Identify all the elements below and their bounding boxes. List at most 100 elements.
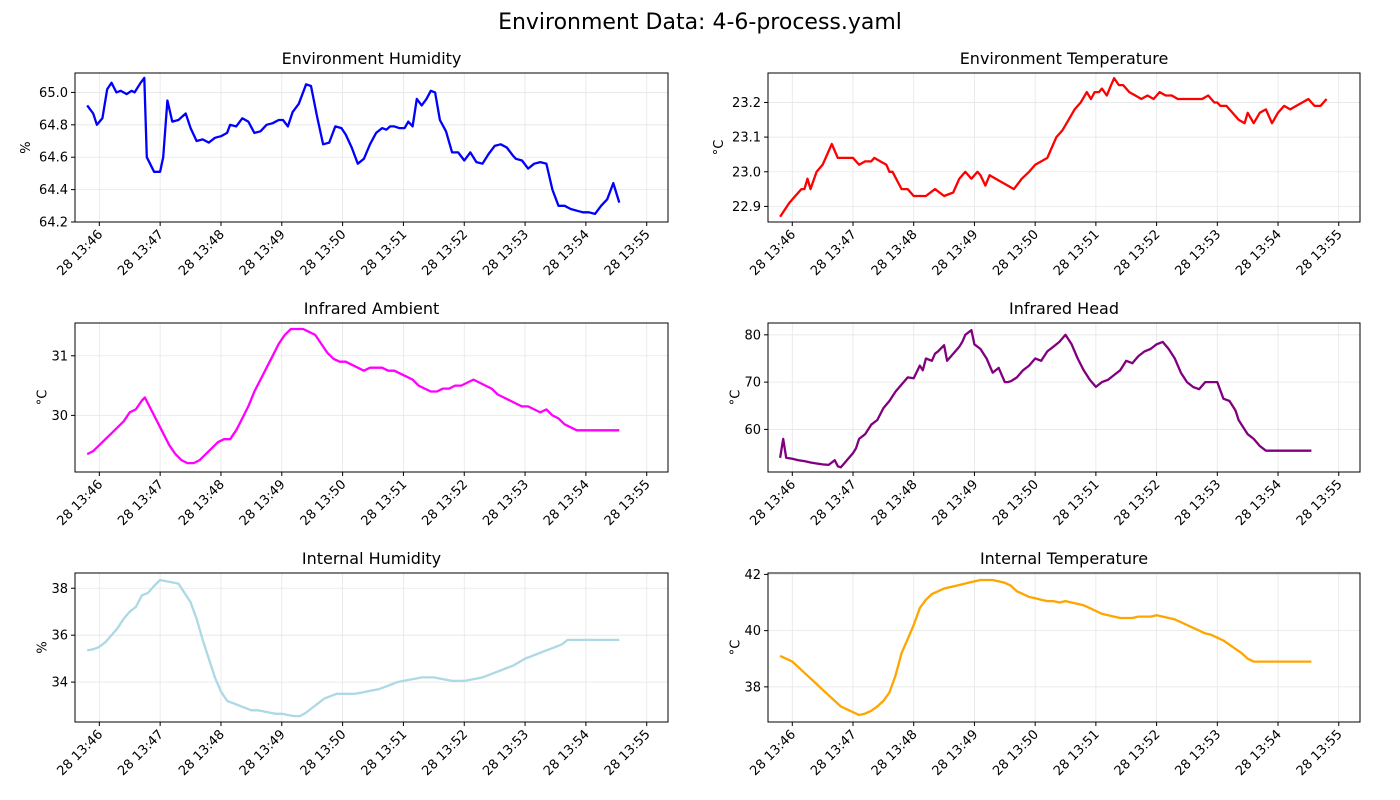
subplot-title: Infrared Ambient <box>304 299 440 318</box>
y-axis-label: °C <box>728 390 743 406</box>
x-tick-label: 28 13:53 <box>480 477 532 529</box>
y-tick-label: 38 <box>744 680 761 695</box>
x-tick-label: 28 13:54 <box>541 227 593 279</box>
x-tick-label: 28 13:48 <box>176 477 228 529</box>
figure-title: Environment Data: 4-6-process.yaml <box>498 10 902 35</box>
plot-area <box>75 73 668 222</box>
x-tick-label: 28 13:53 <box>480 727 532 779</box>
x-tick-label: 28 13:51 <box>359 727 411 779</box>
subplot-2: Environment Temperature 22.9 23.0 23.1 23.2 °… <box>712 49 1361 279</box>
x-tick-label: 28 13:49 <box>237 227 289 279</box>
x-tick-label: 28 13:48 <box>176 227 228 279</box>
y-tick-label: 80 <box>744 328 761 343</box>
x-tick-label: 28 13:47 <box>808 227 860 279</box>
x-tick-label: 28 13:53 <box>1172 727 1224 779</box>
x-tick-label: 28 13:52 <box>419 477 471 529</box>
x-tick-label: 28 13:53 <box>480 227 532 279</box>
x-tick-label: 28 13:55 <box>602 227 654 279</box>
y-axis-label: °C <box>35 390 50 406</box>
x-tick-label: 28 13:53 <box>1172 227 1224 279</box>
x-tick-label: 28 13:47 <box>115 727 167 779</box>
y-tick-label: 70 <box>744 376 761 391</box>
x-tick-label: 28 13:54 <box>1233 227 1285 279</box>
x-tick-label: 28 13:52 <box>1112 477 1164 529</box>
x-tick-label: 28 13:50 <box>990 727 1042 779</box>
y-tick-label: 64.8 <box>39 118 68 133</box>
x-tick-label: 28 13:52 <box>1112 227 1164 279</box>
x-tick-label: 28 13:50 <box>990 477 1042 529</box>
x-tick-label: 28 13:51 <box>1051 477 1103 529</box>
plot-area <box>75 323 668 472</box>
subplot-title: Internal Humidity <box>302 549 441 568</box>
y-tick-label: 42 <box>744 568 761 583</box>
subplot-title: Internal Temperature <box>980 549 1148 568</box>
axes-frame <box>74 572 669 723</box>
series-line <box>86 578 620 718</box>
y-tick-label: 40 <box>744 624 761 639</box>
x-tick-label: 28 13:48 <box>869 727 921 779</box>
subplot-5: Internal Humidity 34 36 38% 28 13:46 28 13:47… <box>35 549 669 779</box>
x-tick-label: 28 13:51 <box>359 227 411 279</box>
y-tick-label: 38 <box>51 582 68 597</box>
x-tick-label: 28 13:52 <box>419 227 471 279</box>
plot-area <box>768 73 1360 222</box>
subplot-title: Environment Temperature <box>960 49 1169 68</box>
x-tick-label: 28 13:47 <box>115 477 167 529</box>
axes-frame <box>767 72 1361 223</box>
x-tick-label: 28 13:55 <box>1294 227 1346 279</box>
x-tick-label: 28 13:46 <box>747 477 799 529</box>
series-line <box>779 578 1312 717</box>
axes-frame <box>74 322 669 473</box>
series-line <box>86 327 620 465</box>
x-tick-label: 28 13:47 <box>808 727 860 779</box>
x-tick-label: 28 13:47 <box>808 477 860 529</box>
x-tick-label: 28 13:50 <box>298 227 350 279</box>
x-tick-label: 28 13:52 <box>419 727 471 779</box>
x-tick-label: 28 13:52 <box>1112 727 1164 779</box>
x-tick-label: 28 13:47 <box>115 227 167 279</box>
y-axis-label: °C <box>712 140 727 156</box>
y-tick-label: 36 <box>51 629 68 644</box>
y-tick-label: 30 <box>51 409 68 424</box>
x-tick-label: 28 13:55 <box>602 727 654 779</box>
x-tick-label: 28 13:49 <box>930 477 982 529</box>
x-tick-label: 28 13:48 <box>176 727 228 779</box>
plot-area <box>75 573 668 722</box>
axes-frame <box>767 572 1361 723</box>
x-tick-label: 28 13:49 <box>930 227 982 279</box>
y-axis-label: % <box>19 141 34 153</box>
x-tick-label: 28 13:50 <box>298 727 350 779</box>
y-tick-label: 65.0 <box>39 86 68 101</box>
x-tick-label: 28 13:49 <box>930 727 982 779</box>
x-tick-label: 28 13:46 <box>54 227 106 279</box>
y-tick-label: 31 <box>51 349 68 364</box>
x-tick-label: 28 13:55 <box>602 477 654 529</box>
y-tick-label: 22.9 <box>732 200 761 215</box>
x-tick-label: 28 13:54 <box>541 727 593 779</box>
y-tick-label: 64.6 <box>39 151 68 166</box>
plot-area <box>768 573 1360 722</box>
subplot-title: Infrared Head <box>1009 299 1119 318</box>
x-tick-label: 28 13:55 <box>1294 477 1346 529</box>
x-tick-label: 28 13:46 <box>747 227 799 279</box>
x-tick-label: 28 13:51 <box>359 477 411 529</box>
x-tick-label: 28 13:48 <box>869 227 921 279</box>
x-tick-label: 28 13:49 <box>237 477 289 529</box>
y-tick-label: 64.4 <box>39 183 68 198</box>
x-tick-label: 28 13:51 <box>1051 227 1103 279</box>
x-tick-label: 28 13:51 <box>1051 727 1103 779</box>
x-tick-label: 28 13:49 <box>237 727 289 779</box>
y-axis-label: % <box>35 641 50 653</box>
subplot-1: Environment Humidity 64.2 64.4 64.6 64.8 65.0… <box>19 49 669 279</box>
x-tick-label: 28 13:50 <box>298 477 350 529</box>
x-tick-label: 28 13:53 <box>1172 477 1224 529</box>
y-tick-label: 23.1 <box>732 131 761 146</box>
x-tick-label: 28 13:55 <box>1294 727 1346 779</box>
subplot-title: Environment Humidity <box>282 49 462 68</box>
series-line <box>86 76 621 216</box>
series-line <box>778 328 1312 469</box>
